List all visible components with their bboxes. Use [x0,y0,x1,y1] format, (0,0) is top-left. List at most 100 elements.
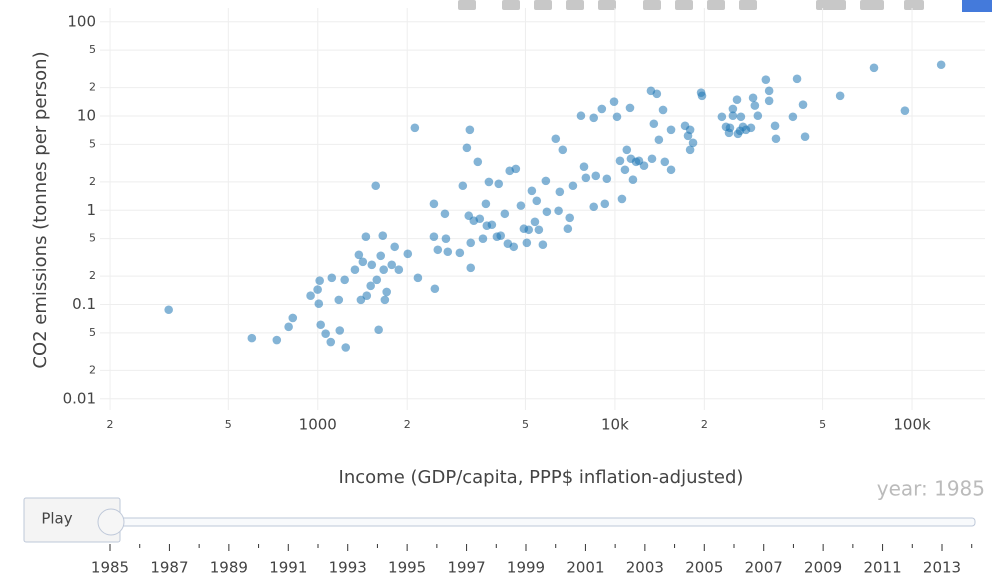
y-tick-label: 2 [89,363,96,376]
y-tick-label: 0.1 [72,295,96,313]
point [717,112,727,122]
slider-label: 2003 [626,559,664,577]
x-axis-title: Income (GDP/capita, PPP$ inflation-adjus… [339,467,744,488]
y-tick-label: 100 [67,12,96,30]
modebar-button[interactable] [675,0,693,10]
point [487,220,497,230]
point [465,125,475,135]
point [660,157,670,167]
modebar-button[interactable] [816,0,846,10]
slider-label: 1999 [507,559,545,577]
y-tick-label: 1 [86,201,96,219]
point [798,100,808,109]
modebar-button[interactable] [502,0,520,10]
point [869,63,879,73]
labels: 2 5 1000 2 5 10k 2 5 100k 0.01 2 5 0.1 2 5 1 2 5 10 2 5 100 [63,12,931,433]
point [666,125,676,135]
point [770,121,780,131]
point [565,213,575,223]
point [358,257,368,267]
slider-label: 2007 [745,559,783,577]
point [649,119,659,129]
point [579,162,589,171]
point [639,161,649,171]
modebar-button[interactable] [598,0,616,10]
modebar-button[interactable] [904,0,924,10]
x-tick-label: 2 [404,418,411,431]
modebar-button[interactable] [739,0,757,10]
point [284,322,293,332]
slider-label: 1985 [91,559,129,577]
y-tick-label: 10 [77,107,96,125]
point [500,209,510,219]
slider-rail[interactable] [103,517,976,527]
point [314,299,324,309]
point [403,249,413,259]
point [522,238,532,248]
modebar-button[interactable] [566,0,584,10]
point [378,231,388,241]
point [538,240,548,250]
point [371,181,381,191]
modebar-button[interactable] [707,0,725,10]
point [316,320,325,330]
point [455,248,465,258]
point [576,111,586,121]
point [496,231,506,241]
point [688,138,698,148]
point [484,177,494,187]
modebar-button[interactable] [458,0,476,10]
point [473,157,483,167]
points [164,60,946,352]
point [327,273,337,283]
point [354,250,364,260]
point [748,93,758,103]
point [936,60,946,70]
y-tick-label: 5 [89,232,96,245]
point [800,132,810,142]
x-tick-label: 2 [701,418,708,431]
point [326,337,336,347]
point [374,325,383,335]
slider-current-value: year: 1985 [877,477,985,501]
slider-label: 1991 [269,559,307,577]
slider-handle[interactable] [97,508,125,536]
point [558,145,568,155]
point [466,263,476,273]
point [697,91,707,101]
modebar-button[interactable] [534,0,552,10]
point [382,287,391,297]
point [628,175,638,185]
slider-label: 2013 [923,559,961,577]
slider-ticks: 1985 1987 1989 1991 1993 1995 1997 1999 2001 2003… [91,544,973,577]
y-axis-title: CO2 emissions (tonnes per person) [30,51,51,368]
point [516,201,526,210]
point [443,247,453,257]
point [622,145,632,155]
point [764,86,774,96]
point [372,275,382,285]
point [458,181,468,191]
point [654,135,664,145]
y-tick-label: 2 [89,81,96,94]
point [462,143,472,153]
x-tick-label: 1000 [299,416,337,434]
play-button-label[interactable]: Play [41,510,72,528]
point [685,125,695,135]
point [366,281,375,291]
point [597,104,607,114]
point [612,112,622,122]
y-tick-label: 5 [89,326,96,339]
plotly-logo[interactable] [962,0,992,12]
modebar-button[interactable] [643,0,661,10]
point [788,112,798,122]
y-tick-label: 5 [89,43,96,56]
point [315,276,324,285]
point [334,295,344,305]
point [728,104,738,114]
point [321,329,330,339]
modebar-button[interactable] [860,0,884,10]
point [555,187,565,197]
point [524,225,534,235]
point [615,156,625,166]
